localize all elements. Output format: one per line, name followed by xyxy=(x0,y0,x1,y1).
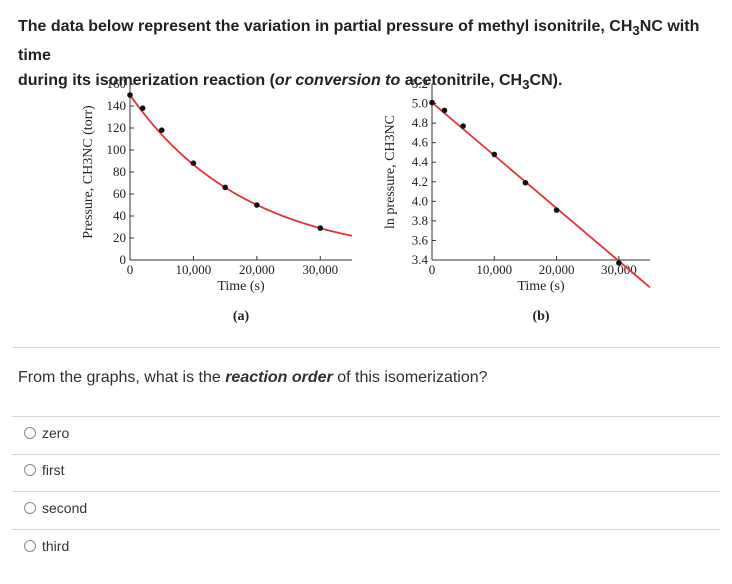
data-point xyxy=(317,225,324,231)
y-tick-label: 4.0 xyxy=(412,193,428,208)
option-label: zero xyxy=(42,425,70,441)
radio-button[interactable] xyxy=(24,502,36,514)
y-axis-label: ln pressure, CH3NC xyxy=(383,115,398,229)
x-tick-label: 10,000 xyxy=(176,262,212,277)
y-tick-label: 160 xyxy=(107,76,127,91)
data-point xyxy=(429,99,435,106)
x-tick-label: 30,000 xyxy=(302,262,338,277)
data-point xyxy=(127,92,133,98)
intro-line-2: during its isomerization reaction (or co… xyxy=(18,72,563,93)
y-tick-label: 80 xyxy=(113,164,126,179)
data-point xyxy=(441,107,448,114)
data-point xyxy=(553,207,560,213)
data-point xyxy=(616,260,622,266)
y-tick-label: 4.2 xyxy=(412,174,428,189)
option-zero[interactable]: zero xyxy=(24,422,69,444)
data-point xyxy=(190,160,197,166)
divider xyxy=(12,529,720,530)
y-tick-label: 100 xyxy=(107,142,127,157)
x-tick-label: 0 xyxy=(429,262,436,277)
y-tick-label: 5.2 xyxy=(412,76,428,91)
x-tick-label: 20,000 xyxy=(239,262,275,277)
y-tick-label: 3.4 xyxy=(412,252,429,267)
divider xyxy=(12,491,720,492)
y-tick-label: 4.8 xyxy=(412,115,428,130)
x-tick-label: 30,000 xyxy=(601,262,637,277)
x-tick-label: 20,000 xyxy=(539,262,575,277)
radio-button[interactable] xyxy=(24,540,36,552)
question-text: From the graphs, what is the reaction or… xyxy=(18,369,488,386)
panel-label: (a) xyxy=(233,309,250,324)
y-tick-label: 4.6 xyxy=(412,135,429,150)
y-tick-label: 3.6 xyxy=(412,232,429,247)
fit-curve xyxy=(129,94,353,237)
radio-button[interactable] xyxy=(24,464,36,476)
y-tick-label: 20 xyxy=(113,230,126,245)
data-point xyxy=(491,151,498,158)
y-tick-label: 3.8 xyxy=(412,213,428,228)
option-third[interactable]: third xyxy=(24,535,69,557)
x-axis-label: Time (s) xyxy=(517,279,565,294)
y-tick-label: 5.0 xyxy=(412,96,428,111)
y-tick-label: 140 xyxy=(107,98,127,113)
panel-label: (b) xyxy=(532,309,549,324)
fit-curve xyxy=(431,101,651,289)
y-tick-label: 40 xyxy=(113,208,126,223)
data-point xyxy=(158,127,165,133)
option-first[interactable]: first xyxy=(24,459,65,481)
option-second[interactable]: second xyxy=(24,497,87,519)
question-intro: The data below represent the variation i… xyxy=(18,14,718,97)
divider xyxy=(12,416,720,417)
data-point xyxy=(139,105,146,111)
y-tick-label: 120 xyxy=(107,120,127,135)
radio-button[interactable] xyxy=(24,427,36,439)
charts-figure: 0 20 40 60 80 100 120 140 160 0 10,000 20,000 30,000… xyxy=(81,76,651,324)
data-point xyxy=(254,202,260,208)
y-axis-label: Pressure, CH3NC (torr) xyxy=(81,105,96,239)
y-tick-label: 0 xyxy=(120,252,127,267)
y-tick-label: 4.4 xyxy=(412,154,429,169)
y-tick-label: 60 xyxy=(113,186,126,201)
chart-b: 3.4 3.6 3.8 4.0 4.2 4.4 4.6 4.8 5.0 5.2 0 10,000 20,… xyxy=(383,76,651,324)
x-tick-label: 0 xyxy=(127,262,134,277)
chart-a: 0 20 40 60 80 100 120 140 160 0 10,000 20,000 30,000… xyxy=(81,76,353,324)
x-axis-label: Time (s) xyxy=(217,279,265,294)
option-label: first xyxy=(42,462,65,478)
data-point xyxy=(460,123,466,129)
intro-line-1: The data below represent the variation i… xyxy=(18,18,700,65)
x-tick-label: 10,000 xyxy=(476,262,512,277)
divider xyxy=(12,347,720,348)
option-label: second xyxy=(42,500,88,516)
data-point xyxy=(222,184,228,191)
data-point xyxy=(522,179,529,186)
divider xyxy=(12,454,720,455)
option-label: third xyxy=(42,538,70,554)
